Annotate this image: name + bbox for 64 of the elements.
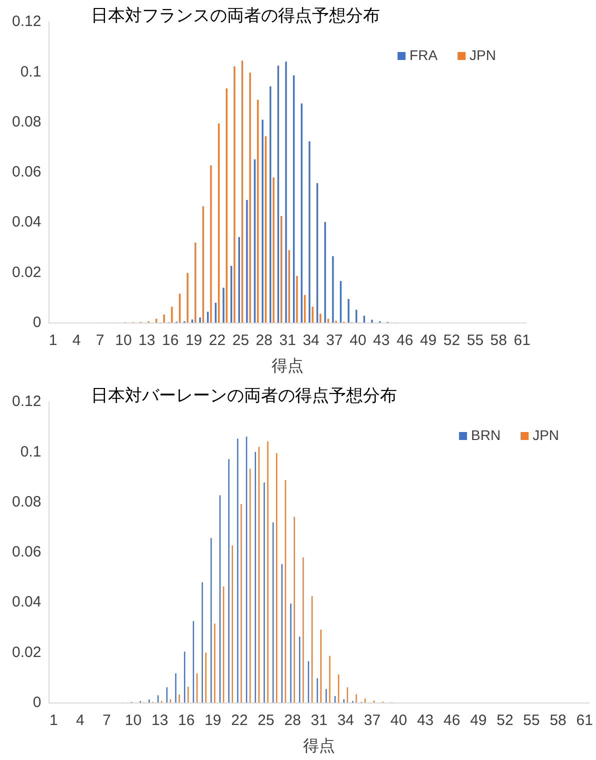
x-tick-label: 1	[49, 712, 58, 729]
x-tick-label: 25	[258, 712, 274, 729]
legend-label: JPN	[470, 46, 496, 63]
x-tick-label: 13	[151, 712, 168, 729]
x-tick-label: 22	[231, 712, 248, 729]
legend-label: FRA	[410, 46, 438, 63]
x-tick-label: 61	[576, 712, 593, 729]
x-tick-label: 46	[396, 332, 414, 349]
x-tick-label: 52	[443, 332, 460, 349]
x-tick-label: 19	[204, 712, 222, 729]
x-tick-label: 4	[76, 712, 84, 729]
y-tick-label: 0.12	[12, 393, 42, 410]
x-tick-label: 10	[124, 712, 142, 729]
legend-label: JPN	[532, 426, 560, 443]
y-tick-label: 0.06	[12, 544, 42, 561]
y-tick-label: 0.08	[12, 493, 42, 510]
y-tick-label: 0.02	[12, 264, 42, 281]
x-tick-label: 22	[208, 332, 226, 349]
x-tick-label: 7	[102, 712, 111, 729]
x-tick-label: 19	[185, 332, 202, 349]
x-tick-label: 43	[373, 332, 390, 349]
x-tick-label: 37	[364, 712, 381, 729]
chart-title: 日本対フランスの両者の得点予想分布	[91, 6, 380, 26]
y-tick-label: 0.12	[12, 13, 42, 30]
x-tick-label: 16	[162, 332, 179, 349]
x-tick-label: 10	[115, 332, 132, 349]
x-tick-label: 58	[490, 332, 507, 349]
x-tick-label: 55	[466, 332, 484, 349]
y-tick-label: 0.08	[12, 113, 42, 130]
y-tick-label: 0	[32, 314, 42, 331]
x-tick-label: 7	[96, 332, 104, 349]
legend-label: BRN	[471, 426, 501, 443]
x-tick-label: 1	[48, 332, 58, 349]
x-tick-label: 31	[279, 332, 296, 349]
x-tick-label: 49	[420, 332, 437, 349]
y-tick-label: 0.06	[12, 164, 42, 181]
x-tick-label: 28	[256, 332, 272, 349]
y-tick-label: 0	[32, 694, 42, 711]
y-tick-label: 0.1	[20, 443, 42, 460]
y-tick-label: 0.02	[12, 644, 42, 661]
y-tick-label: 0.04	[12, 214, 42, 231]
x-tick-label: 25	[232, 332, 250, 349]
x-tick-label: 52	[496, 712, 514, 729]
x-tick-label: 46	[444, 712, 460, 729]
x-tick-label: 49	[470, 712, 487, 729]
x-tick-label: 34	[302, 332, 320, 349]
x-tick-label: 31	[310, 712, 328, 729]
y-tick-label: 0.04	[12, 594, 42, 611]
x-tick-label: 16	[178, 712, 195, 729]
x-axis-title: 得点	[303, 736, 336, 755]
chart-title: 日本対バーレーンの両者の得点予想分布	[91, 386, 398, 406]
x-tick-label: 58	[550, 712, 566, 729]
x-tick-label: 28	[284, 712, 301, 729]
x-tick-label: 34	[337, 712, 354, 729]
x-axis-title: 得点	[272, 356, 304, 375]
x-tick-label: 13	[138, 332, 156, 349]
x-tick-label: 43	[416, 712, 434, 729]
x-tick-label: 55	[523, 712, 540, 729]
x-tick-label: 4	[72, 332, 81, 349]
x-tick-label: 40	[390, 712, 408, 729]
x-tick-label: 61	[514, 332, 530, 349]
x-tick-label: 37	[326, 332, 343, 349]
x-tick-label: 40	[350, 332, 366, 349]
y-tick-label: 0.1	[20, 63, 42, 80]
